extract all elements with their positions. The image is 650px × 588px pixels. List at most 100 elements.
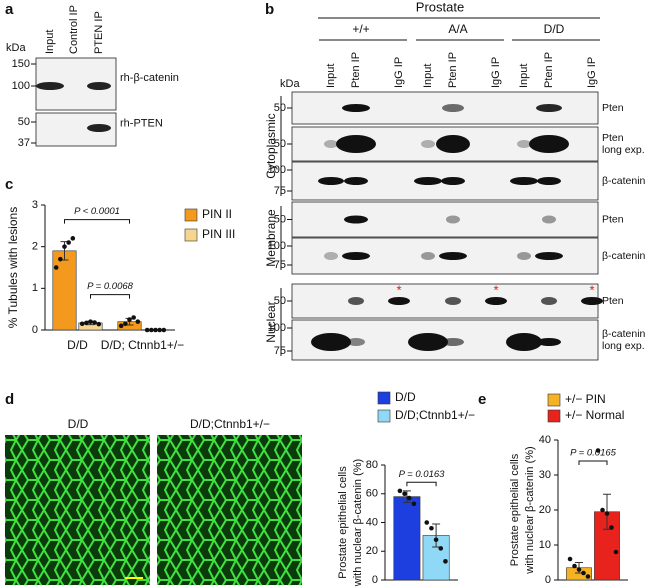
y-tick-label: 60 [366, 488, 378, 500]
lane-label: Control IP [68, 5, 80, 54]
data-point [144, 327, 150, 333]
lane-label: Input [422, 64, 434, 88]
y-tick-label: 1 [32, 282, 38, 294]
y-tick-label: 0 [32, 324, 38, 336]
band [344, 215, 368, 224]
y-tick-label: 0 [372, 574, 378, 586]
panel-label: e [478, 391, 486, 408]
data-point [53, 265, 59, 270]
legend-label: D/D;Ctnnb1+/− [395, 408, 475, 422]
data-point [567, 556, 573, 562]
data-point [600, 507, 605, 513]
annotation: P = 0.0163 [399, 469, 446, 480]
legend-label: D/D [395, 390, 416, 404]
data-point [66, 240, 71, 245]
data-point [88, 319, 93, 324]
data-point [149, 327, 154, 333]
legend-swatch [547, 393, 561, 407]
lane-label: Input [325, 64, 337, 88]
annotation: P < 0.0001 [74, 206, 120, 217]
lane-label: Input [518, 64, 530, 88]
bar [393, 496, 421, 581]
data-point [84, 320, 89, 326]
y-tick-label: 30 [539, 469, 551, 481]
error-bar [432, 523, 441, 548]
data-point [576, 567, 582, 572]
band [529, 135, 569, 153]
unit-label: kDa [6, 42, 26, 54]
data-point [62, 244, 67, 249]
lane-label: Pten IP [447, 52, 459, 88]
band [535, 252, 563, 260]
data-point [604, 511, 610, 516]
asterisk: * [493, 282, 498, 297]
data-point [443, 559, 448, 564]
mw-marker: 37 [18, 137, 30, 149]
data-point [96, 321, 102, 327]
data-point [438, 546, 444, 551]
asterisk: * [589, 282, 594, 297]
mw-marker: 100 [12, 80, 30, 92]
mw-marker: 50 [274, 102, 286, 114]
band [510, 177, 538, 185]
data-point [79, 321, 85, 327]
y-axis-label: % Tubules with lesions [6, 207, 20, 328]
band [344, 177, 368, 185]
data-point [585, 574, 591, 579]
band [324, 252, 338, 260]
panel-label: a [5, 1, 14, 18]
y-tick-label: 80 [366, 459, 378, 471]
x-tick-label: D/D; Ctnnb1+/− [101, 338, 184, 352]
blot-label: Pten [602, 295, 624, 307]
data-point [429, 525, 434, 531]
band [581, 297, 603, 305]
blot-label: β-catenin [602, 250, 646, 262]
data-point [58, 256, 63, 262]
data-point [131, 315, 136, 320]
bar [52, 250, 77, 331]
y-tick-label: 3 [32, 199, 38, 211]
y-axis-label: Prostate epithelial cells [509, 453, 521, 566]
genotype-label: A/A [448, 22, 467, 36]
data-point [433, 537, 439, 543]
band [506, 333, 542, 351]
band [445, 297, 461, 305]
legend-swatch [184, 228, 198, 242]
lane-label: IgG IP [490, 57, 502, 88]
y-tick-label: 20 [366, 545, 378, 557]
band [336, 135, 376, 153]
band [536, 104, 562, 112]
band [442, 104, 464, 112]
legend-swatch [377, 409, 391, 423]
legend-label: PIN III [202, 227, 235, 241]
data-point [135, 319, 141, 324]
data-point [424, 520, 430, 525]
mw-marker: 50 [274, 295, 286, 307]
band [446, 215, 460, 224]
y-tick-label: 0 [545, 574, 551, 586]
data-point [161, 327, 167, 333]
data-point [118, 323, 124, 329]
significance-bracket [406, 481, 437, 487]
error-bar [402, 490, 411, 503]
fraction-label: Cytoplasmic [264, 113, 278, 178]
y-tick-label: 2 [32, 241, 38, 253]
band [442, 338, 464, 346]
panel-label: c [5, 176, 13, 193]
data-point [613, 549, 619, 555]
blot-label: long exp. [602, 340, 645, 352]
blot-label: Pten [602, 213, 624, 225]
unit-label: kDa [280, 78, 300, 90]
band [36, 82, 64, 90]
data-point [123, 321, 128, 327]
lane-label: IgG IP [586, 57, 598, 88]
mw-marker: 75 [274, 259, 286, 271]
genotype-label: +/+ [352, 22, 369, 36]
y-tick-label: 20 [539, 504, 551, 516]
band [542, 215, 556, 224]
band [485, 297, 507, 305]
data-point [595, 448, 601, 453]
mw-marker: 75 [274, 345, 286, 357]
band [537, 338, 561, 346]
